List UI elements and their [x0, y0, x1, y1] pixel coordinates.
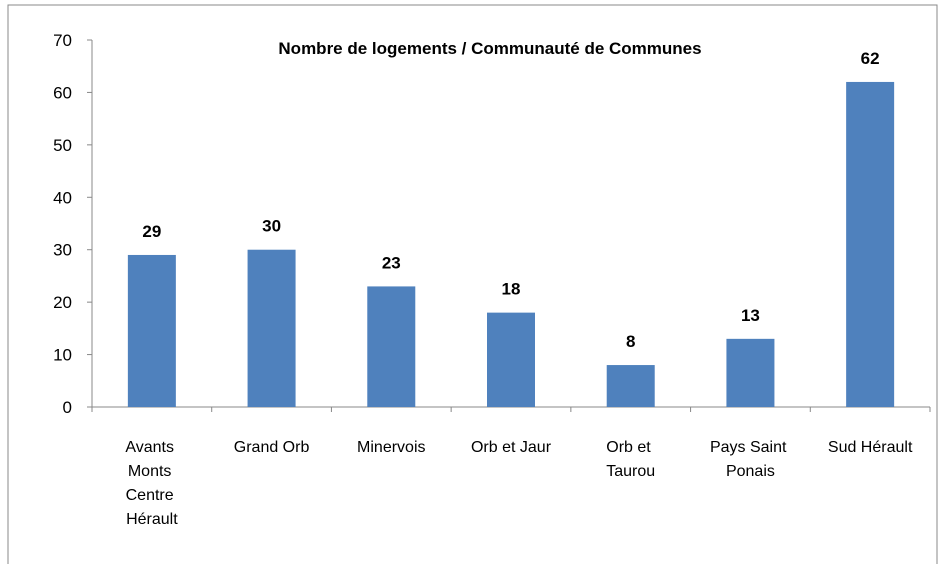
y-tick-label: 40: [53, 188, 72, 207]
bar: [606, 365, 655, 407]
data-label: 8: [626, 332, 635, 351]
y-tick-label: 10: [53, 346, 72, 365]
y-tick-label: 20: [53, 293, 72, 312]
x-tick-label: Avants Monts Centre Hérault: [125, 439, 178, 528]
data-label: 29: [142, 222, 161, 241]
y-tick-label: 60: [53, 83, 72, 102]
x-tick-label: Orb et Jaur: [471, 439, 552, 456]
data-label: 13: [741, 306, 760, 325]
data-label: 18: [502, 280, 521, 299]
data-label: 30: [262, 217, 281, 236]
y-tick-label: 0: [63, 398, 72, 417]
data-label: 62: [861, 49, 880, 68]
y-tick-label: 50: [53, 136, 72, 155]
x-tick-label: Orb et Taurou: [606, 439, 655, 480]
bar: [726, 338, 775, 407]
chart-title: Nombre de logements / Communauté de Comm…: [278, 39, 701, 58]
x-tick-label: Sud Hérault: [828, 439, 913, 456]
x-tick-label: Grand Orb: [234, 439, 310, 456]
bar: [247, 249, 296, 407]
bar: [367, 286, 416, 407]
y-tick-label: 70: [53, 31, 72, 50]
y-tick-label: 30: [53, 241, 72, 260]
bar: [846, 81, 895, 407]
bar: [487, 312, 535, 407]
x-tick-label: Minervois: [357, 439, 425, 456]
data-label: 23: [382, 253, 401, 272]
bar: [127, 254, 176, 407]
x-tick-label: Pays Saint Ponais: [710, 439, 791, 480]
